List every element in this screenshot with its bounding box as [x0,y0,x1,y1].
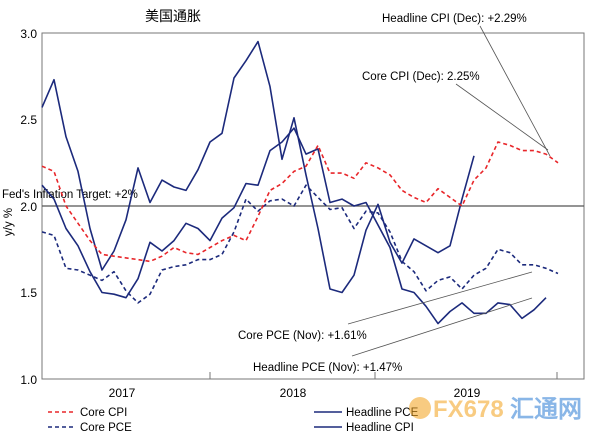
y-tick-label: 2.5 [20,113,37,127]
series-group [41,40,559,325]
chart-title: 美国通胀 [145,8,201,24]
y-tick-label: 3.0 [20,27,37,41]
y-tick-label: 1.0 [20,373,37,387]
y-axis-label: y/y % [3,208,15,236]
annotation-headline-pce: Headline PCE (Nov): +1.47% [253,362,402,374]
legend-label-core-cpi: Core CPI [80,407,127,419]
annotation-leaders [347,25,551,357]
legend: Core CPI Core PCE Headline PCE Headline … [48,407,419,434]
watermark-logo: FX678 汇通网 [409,396,582,423]
y-tick-label: 2.0 [20,200,37,214]
annotation-headline-cpi: Headline CPI (Dec): +2.29% [382,13,527,25]
series-line-headline-pce [41,127,547,325]
watermark-logo-icon [409,397,431,419]
x-tick-label: 2018 [280,386,307,400]
series-line-headline-cpi [41,40,475,294]
legend-label-core-pce: Core PCE [80,422,132,434]
watermark-text: FX678 [433,396,504,423]
annotation-core-pce: Core PCE (Nov): +1.61% [238,330,367,342]
leader-core-pce [347,271,533,325]
legend-label-headline-pce: Headline PCE [346,407,419,419]
legend-label-headline-cpi: Headline CPI [346,422,414,434]
x-tick-label: 2019 [454,386,481,400]
x-ticks [209,372,558,379]
series-line-core-pce [41,184,559,304]
y-tick-label: 1.5 [20,286,37,300]
watermark-text-cn: 汇通网 [510,396,582,423]
leader-headline-cpi [479,25,551,157]
series-line-core-cpi [41,141,559,263]
y-ticks: 1.0 1.5 2.0 2.5 3.0 [20,27,37,387]
leader-core-cpi [455,83,549,151]
annotation-core-cpi: Core CPI (Dec): 2.25% [362,71,480,83]
leader-headline-pce [351,297,533,357]
x-tick-label: 2017 [109,386,136,400]
fed-target-label: Fed's Inflation Target: +2% [2,189,138,201]
